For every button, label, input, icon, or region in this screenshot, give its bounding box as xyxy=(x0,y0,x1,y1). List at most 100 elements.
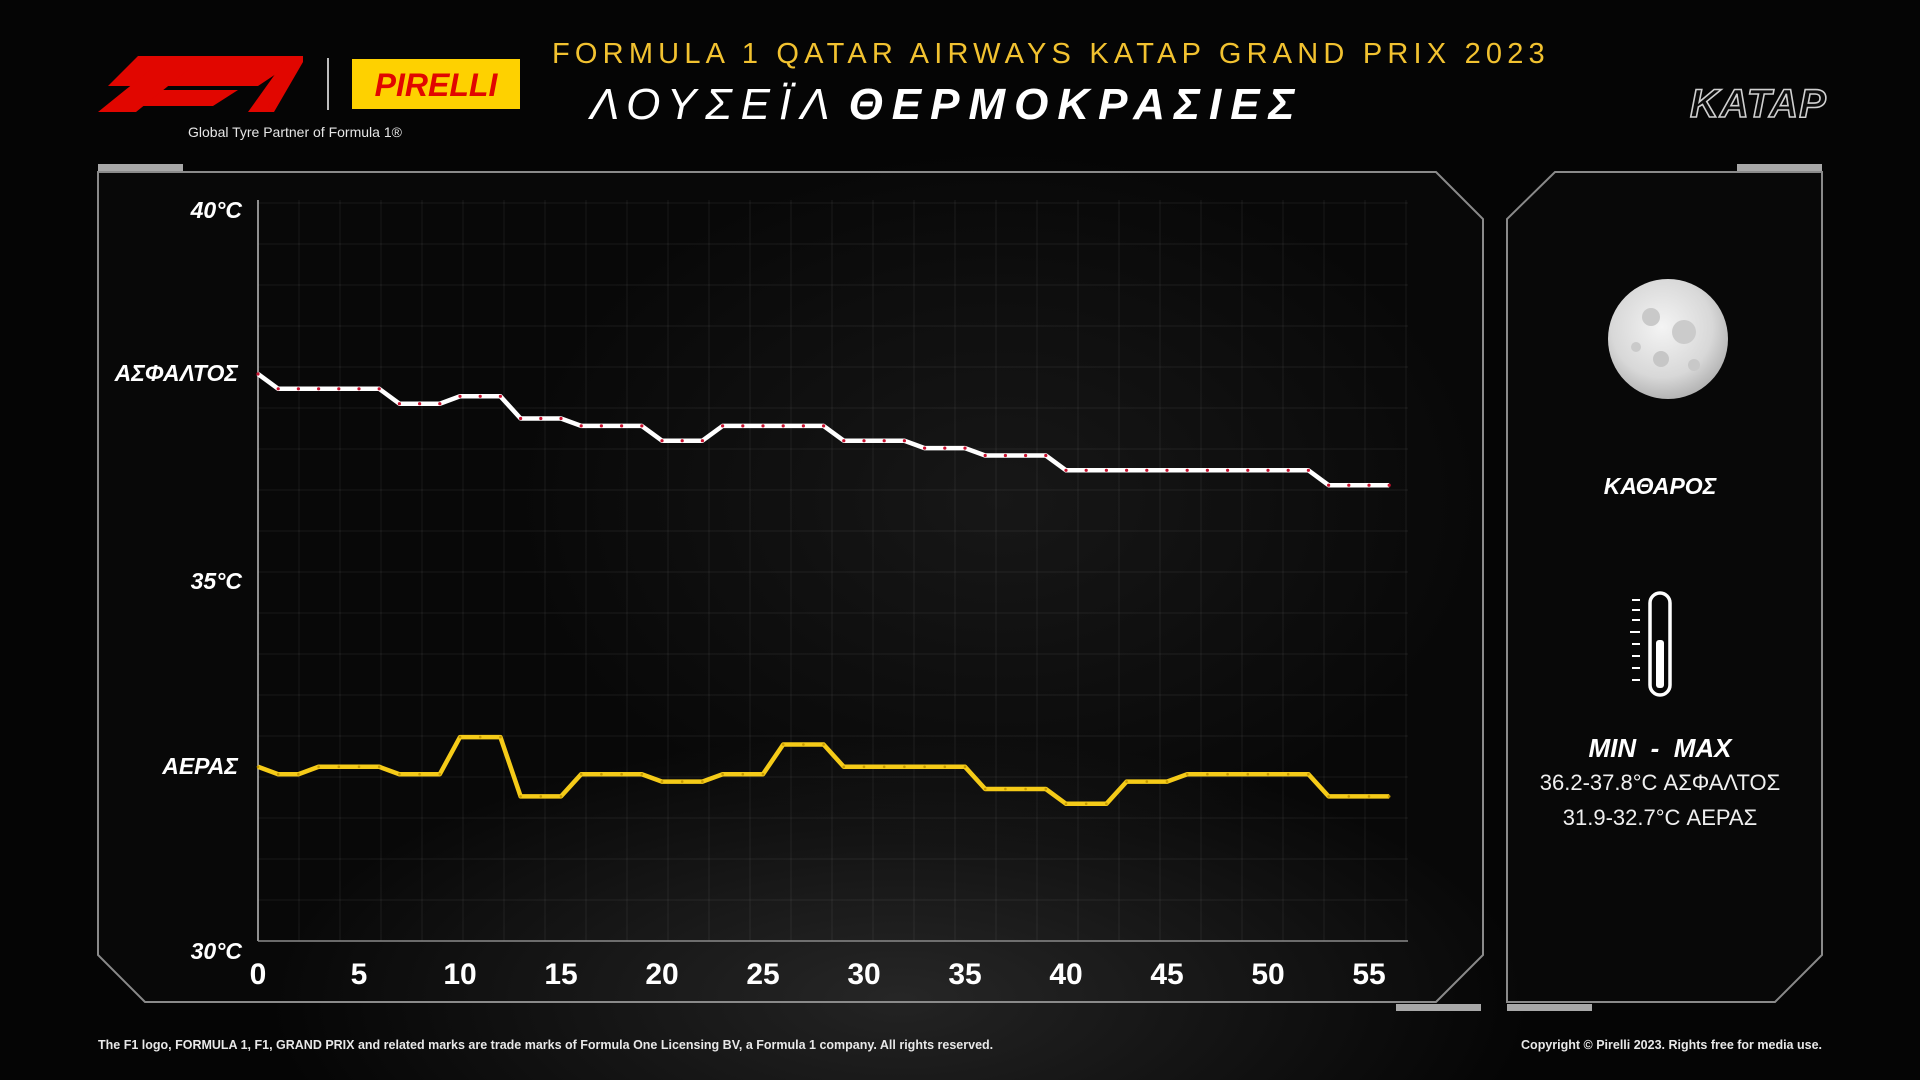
track-temp-range: 36.2-37.8°C ΑΣΦΑΛΤΟΣ xyxy=(1539,770,1781,795)
track-point xyxy=(559,416,563,421)
track-point xyxy=(539,416,543,421)
moon-icon xyxy=(1608,279,1728,399)
country-name: KATAP xyxy=(1689,81,1827,127)
air-point xyxy=(1105,802,1108,806)
track-point xyxy=(1266,468,1270,472)
air-point xyxy=(1307,772,1310,776)
track-point xyxy=(1286,468,1290,472)
x-tick-label: 55 xyxy=(1352,958,1386,991)
x-tick-label: 30 xyxy=(847,958,881,991)
air-point xyxy=(1246,772,1250,776)
track-point xyxy=(943,446,947,450)
track-point xyxy=(741,424,745,428)
air-point xyxy=(882,765,886,769)
track-point xyxy=(1044,453,1048,458)
air-point xyxy=(983,787,987,791)
track-point xyxy=(1165,468,1169,472)
track-point xyxy=(1145,468,1149,472)
track-point xyxy=(1125,468,1129,472)
track-point xyxy=(721,424,725,428)
x-tick-label: 10 xyxy=(443,958,477,991)
air-point xyxy=(499,735,502,739)
track-point xyxy=(983,453,987,458)
air-point xyxy=(1024,787,1027,791)
air-point xyxy=(862,765,866,769)
track-point xyxy=(1024,453,1028,458)
air-point xyxy=(680,780,684,783)
air-point xyxy=(802,743,805,746)
track-point xyxy=(1064,468,1068,472)
air-point xyxy=(337,765,341,769)
track-point xyxy=(822,424,826,428)
track-point xyxy=(296,387,300,391)
trademark-notice: The F1 logo, FORMULA 1, F1, GRAND PRIX a… xyxy=(98,1038,994,1052)
air-point xyxy=(1266,772,1270,776)
track-point xyxy=(317,387,321,391)
track-point xyxy=(1367,483,1371,487)
y-tick-label: 40°C xyxy=(190,197,242,223)
air-point xyxy=(943,765,947,769)
track-point xyxy=(1205,468,1209,472)
track-point xyxy=(1104,468,1108,472)
air-point xyxy=(1084,802,1088,806)
track-point xyxy=(579,424,583,428)
air-point xyxy=(741,772,745,776)
track-point xyxy=(357,387,361,391)
track-point xyxy=(700,439,705,443)
logo-divider xyxy=(327,58,329,110)
x-tick-label: 40 xyxy=(1049,958,1083,991)
track-point xyxy=(640,424,644,428)
f1-logo: ® xyxy=(98,56,303,112)
air-point xyxy=(1327,795,1330,798)
x-tick-label: 0 xyxy=(249,958,267,991)
track-point xyxy=(1226,468,1230,472)
air-point xyxy=(377,765,381,769)
track-point xyxy=(680,439,684,443)
air-point xyxy=(1206,772,1209,776)
x-tick-label: 5 xyxy=(350,958,368,991)
track-point xyxy=(1003,453,1008,458)
air-point xyxy=(761,772,765,776)
track-point xyxy=(478,394,482,398)
track-point xyxy=(1084,468,1088,472)
air-point xyxy=(1125,780,1128,783)
series-label-track: ΑΣΦΑΛΤΟΣ xyxy=(114,360,238,387)
track-point xyxy=(842,439,846,443)
air-point xyxy=(317,765,320,769)
air-point xyxy=(923,765,926,769)
air-point xyxy=(1347,795,1351,798)
track-point xyxy=(923,446,927,450)
air-point xyxy=(1044,787,1048,791)
venue-name: ΛΟΥΣΕΪΛ xyxy=(590,80,839,129)
track-point xyxy=(1185,468,1189,472)
air-point xyxy=(781,743,785,746)
chart-grid xyxy=(257,200,1408,942)
air-point xyxy=(1185,772,1189,776)
track-point xyxy=(882,439,886,443)
air-point xyxy=(1004,787,1007,791)
track-point xyxy=(963,446,967,450)
track-point xyxy=(1306,468,1310,472)
y-tick-label: 35°C xyxy=(190,567,242,594)
air-point xyxy=(721,772,724,776)
track-point xyxy=(498,394,502,398)
track-point xyxy=(761,424,765,428)
air-point xyxy=(458,735,462,739)
track-point xyxy=(1387,483,1391,487)
track-point xyxy=(862,439,866,443)
air-point xyxy=(701,780,704,783)
air-point xyxy=(357,765,361,769)
air-point xyxy=(963,765,967,769)
air-point xyxy=(620,772,623,776)
air-point xyxy=(478,735,482,739)
x-tick-label: 15 xyxy=(544,958,578,991)
air-point xyxy=(438,772,442,776)
air-point xyxy=(398,772,401,776)
track-point xyxy=(599,424,604,428)
air-point xyxy=(660,780,664,783)
air-point xyxy=(1226,772,1229,776)
y-tick-label: 30°C xyxy=(190,938,242,964)
air-point xyxy=(1145,780,1149,783)
x-tick-label: 50 xyxy=(1251,958,1285,991)
